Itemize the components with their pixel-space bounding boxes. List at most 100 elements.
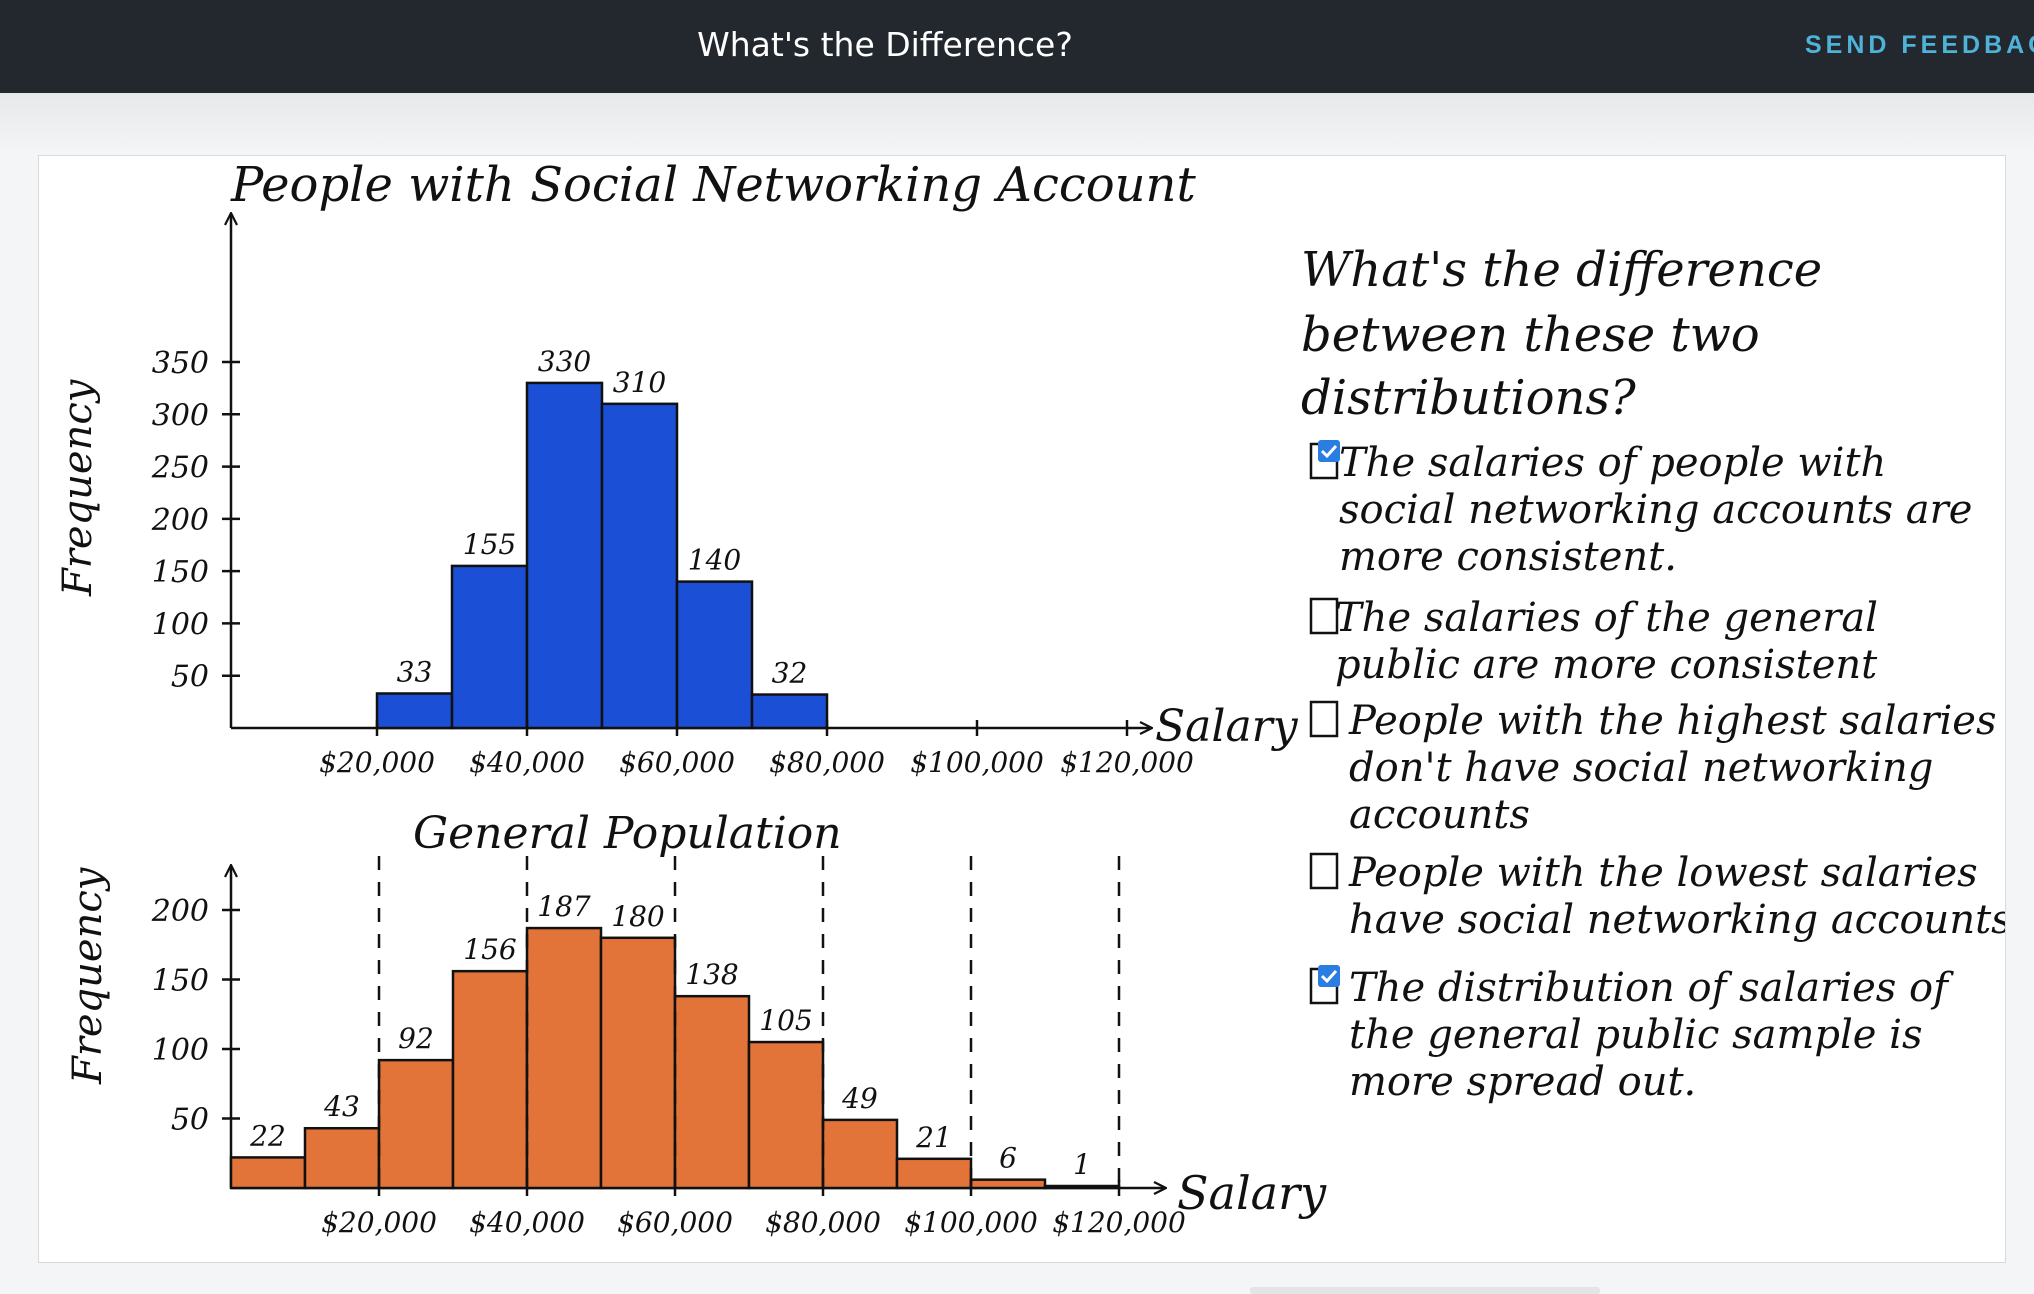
histogram-bar <box>229 1156 307 1190</box>
question-line: distributions? <box>1301 370 1636 426</box>
checkbox-checked-fill <box>1318 440 1340 462</box>
x-tick-label: $40,000 <box>469 746 585 779</box>
option-text-line: accounts <box>1349 792 1530 838</box>
x-tick-label: $80,000 <box>769 746 885 779</box>
bar-value-label: 187 <box>537 890 591 923</box>
bottom-chart: 200 150 100 50 22 43 92 156 187 180 138 105 49 21 6 1 $2… <box>151 856 1186 1239</box>
histogram-bar <box>750 693 829 730</box>
y-tick-label: 150 <box>152 555 209 590</box>
bar-value-label: 32 <box>772 657 808 690</box>
option-text-line: the general public sample is <box>1349 1012 1923 1058</box>
histogram-bar <box>821 1118 899 1190</box>
option-text-line: People with the highest salaries <box>1348 698 1997 744</box>
bar-value-label: 330 <box>538 345 591 378</box>
option-text-line: public are more consistent <box>1335 642 1878 688</box>
y-tick-label: 100 <box>152 607 209 642</box>
top-bar: What's the Difference? SEND FEEDBAC <box>0 0 2034 93</box>
bottom-chart-title: General Population <box>413 808 842 859</box>
option-text-line: The salaries of people with <box>1339 440 1886 486</box>
question-line: What's the difference <box>1301 242 1822 298</box>
bottom-chart-xlabel: Salary <box>1177 1166 1327 1220</box>
check-icon <box>1320 444 1338 459</box>
option-text-line: more consistent. <box>1339 534 1677 580</box>
send-feedback-link[interactable]: SEND FEEDBAC <box>1805 31 2034 59</box>
top-chart: 350 300 250 200 150 100 50 33 155 330 310 140 32 $20,… <box>151 214 1194 779</box>
checkbox[interactable] <box>1309 597 1339 635</box>
y-tick-label: 50 <box>171 1103 209 1138</box>
bar-value-label: 92 <box>398 1022 434 1055</box>
bar-value-label: 33 <box>397 655 433 688</box>
histogram-bar <box>377 1058 455 1190</box>
x-tick-label: $100,000 <box>904 1206 1038 1239</box>
histogram-bar <box>525 926 603 1190</box>
histogram-bar <box>1043 1184 1121 1190</box>
y-tick-label: 50 <box>171 660 209 695</box>
check-icon <box>1320 969 1338 984</box>
x-tick-label: $120,000 <box>1052 1206 1186 1239</box>
checkbox[interactable] <box>1309 852 1339 890</box>
y-tick-label: 300 <box>152 398 209 433</box>
option-text-line: social networking accounts are <box>1339 487 1972 533</box>
x-tick-label: $100,000 <box>910 746 1044 779</box>
histogram-bar <box>303 1126 381 1190</box>
histogram-bar <box>600 402 679 730</box>
histogram-bar <box>375 692 454 730</box>
y-tick-label: 250 <box>151 451 209 486</box>
y-tick-label: 150 <box>152 964 209 999</box>
option-text-line: don't have social networking <box>1349 745 1933 791</box>
histogram-bar <box>747 1040 825 1190</box>
option-text-line: People with the lowest salaries <box>1348 850 1978 896</box>
option-text-line: have social networking accounts <box>1349 897 2005 943</box>
histogram-bar <box>895 1157 973 1190</box>
y-tick-label: 200 <box>151 894 209 929</box>
bar-value-label: 6 <box>999 1142 1017 1175</box>
bar-value-label: 138 <box>685 958 738 991</box>
y-tick-label: 200 <box>151 503 209 538</box>
top-chart-title: People with Social Networking Account <box>230 157 1196 213</box>
bar-value-label: 43 <box>323 1090 360 1123</box>
bar-value-label: 105 <box>759 1004 812 1037</box>
histogram-bar <box>451 969 529 1190</box>
bar-value-label: 21 <box>915 1121 952 1154</box>
y-tick-label: 100 <box>152 1033 209 1068</box>
top-chart-xlabel: Salary <box>1155 701 1299 752</box>
question-line: between these two <box>1301 307 1760 363</box>
top-chart-ylabel: Frequency <box>55 378 101 597</box>
video-frame[interactable]: People with Social Networking Account Fr… <box>38 155 2012 1263</box>
bar-value-label: 1 <box>1073 1148 1091 1181</box>
question-text: What's the difference between these two … <box>1301 242 1822 426</box>
x-tick-label: $80,000 <box>765 1206 881 1239</box>
bar-value-label: 140 <box>688 544 741 577</box>
scroll-indicator[interactable] <box>1250 1287 1600 1294</box>
y-tick-label: 350 <box>152 346 209 381</box>
bar-value-label: 310 <box>613 366 666 399</box>
bar-value-label: 155 <box>463 528 516 561</box>
option-text-line: The salaries of the general <box>1335 595 1878 641</box>
histogram-bar <box>525 381 604 730</box>
histogram-bar <box>673 994 751 1190</box>
lesson-whiteboard: People with Social Networking Account Fr… <box>55 157 2012 1239</box>
bar-value-label: 156 <box>463 933 516 966</box>
x-tick-label: $120,000 <box>1060 746 1194 779</box>
option-text-line: more spread out. <box>1349 1059 1696 1105</box>
x-tick-label: $60,000 <box>619 746 735 779</box>
checkbox-checked-fill <box>1318 965 1340 987</box>
x-tick-label: $20,000 <box>319 746 435 779</box>
bottom-chart-ylabel: Frequency <box>65 866 111 1085</box>
bar-value-label: 49 <box>841 1082 878 1115</box>
bar-value-label: 180 <box>611 900 664 933</box>
histogram-bar <box>675 580 754 730</box>
option-text-line: The distribution of salaries of <box>1349 965 1954 1011</box>
histogram-bar <box>450 564 529 730</box>
histogram-bar <box>969 1178 1047 1190</box>
histogram-bar <box>599 936 677 1190</box>
bar-value-label: 22 <box>249 1119 286 1152</box>
checkbox[interactable] <box>1309 700 1339 738</box>
page-title: What's the Difference? <box>697 25 1073 64</box>
